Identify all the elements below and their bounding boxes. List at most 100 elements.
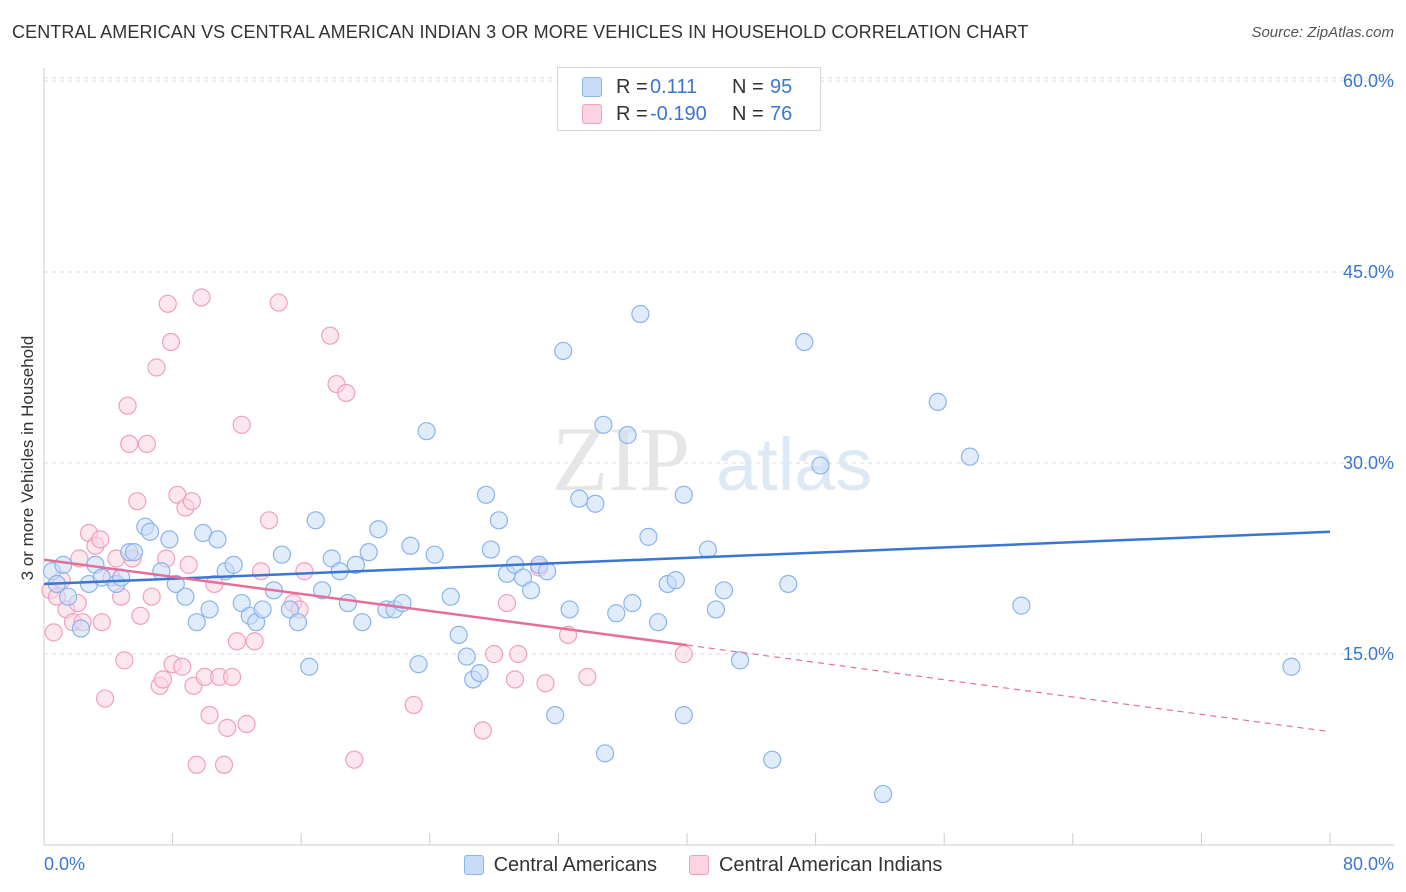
- point-central-american: [124, 543, 144, 562]
- point-central-american: [795, 332, 814, 352]
- watermark: ZIP atlas: [552, 408, 872, 510]
- point-central-american: [586, 494, 605, 513]
- trend-lines: [43, 530, 1331, 733]
- legend-label: Central American Indians: [718, 853, 943, 876]
- point-central-american: [960, 447, 980, 466]
- point-central-american-indian: [536, 674, 555, 693]
- point-central-american: [59, 587, 78, 606]
- legend-row-central-american-indians: R = -0.190 N = 76: [582, 101, 792, 127]
- point-central-american: [706, 600, 726, 619]
- point-central-american: [594, 415, 613, 434]
- point-central-american-indian: [485, 644, 504, 664]
- point-central-american-indian: [222, 667, 242, 687]
- legend-item-central-americans[interactable]: Central Americans: [463, 854, 657, 877]
- point-central-american: [811, 456, 830, 475]
- point-central-american: [470, 663, 489, 683]
- point-central-american: [208, 530, 227, 549]
- point-central-american: [272, 545, 292, 564]
- point-central-american: [338, 593, 357, 613]
- point-central-american-indian: [269, 293, 288, 312]
- trend-line-central-american-indians: [43, 558, 688, 647]
- point-central-american: [476, 485, 496, 504]
- point-central-american-indian: [321, 326, 340, 345]
- point-central-american-indian: [147, 358, 166, 377]
- point-central-american-indian: [153, 670, 173, 689]
- point-central-american-indian: [44, 623, 63, 642]
- point-central-american: [449, 625, 468, 645]
- correlation-legend: R = 0.111 N = 95 R = -0.190 N = 76: [557, 67, 821, 131]
- legend-row-central-americans: R = 0.111 N = 95: [582, 74, 792, 100]
- series-points: [41, 288, 1301, 804]
- point-central-american: [874, 784, 893, 804]
- point-central-american: [288, 613, 308, 632]
- point-central-american: [763, 750, 782, 769]
- point-central-american: [200, 600, 219, 619]
- point-central-american: [674, 485, 693, 504]
- point-central-american: [187, 613, 206, 632]
- point-central-american: [928, 392, 947, 411]
- point-central-american: [648, 613, 668, 632]
- point-central-american-indian: [232, 415, 251, 434]
- point-central-american: [674, 706, 693, 725]
- legend-swatch-pink: [688, 855, 709, 875]
- point-central-american: [346, 555, 365, 574]
- point-central-american-indian: [245, 632, 264, 651]
- point-central-american: [353, 613, 372, 632]
- point-central-american: [401, 536, 420, 555]
- point-central-american: [369, 520, 388, 539]
- trend-line-central-americans: [43, 530, 1331, 586]
- point-central-american: [160, 530, 179, 549]
- point-central-american: [607, 604, 626, 623]
- point-central-american-indian: [95, 689, 115, 708]
- legend-n-label: N =: [732, 75, 764, 98]
- series-legend: Central Americans Central American India…: [0, 852, 1406, 878]
- point-central-american-indian: [404, 695, 423, 715]
- point-central-american-indian: [179, 555, 198, 574]
- point-central-american: [457, 647, 476, 666]
- point-central-american: [489, 511, 509, 530]
- point-central-american: [618, 425, 637, 445]
- y-tick-label: 30.0%: [1343, 453, 1394, 473]
- point-central-american-indian: [214, 755, 234, 774]
- point-central-american-indian: [509, 644, 528, 664]
- point-central-american-indian: [158, 294, 177, 313]
- point-central-american-indian: [218, 718, 237, 737]
- watermark-atlas: atlas: [716, 423, 872, 506]
- point-central-american: [253, 600, 272, 619]
- grid-lines: [44, 77, 1394, 655]
- x-tick-label-min: 0.0%: [44, 854, 85, 874]
- point-central-american: [312, 581, 332, 600]
- legend-n-value: 76: [770, 102, 793, 125]
- point-central-american: [538, 562, 557, 581]
- series-central-americans: [42, 304, 1301, 804]
- point-central-american: [570, 489, 589, 508]
- point-central-american-indian: [259, 511, 279, 530]
- legend-item-central-american-indians[interactable]: Central American Indians: [688, 853, 943, 877]
- y-tick-label: 60.0%: [1343, 71, 1394, 91]
- legend-swatch-blue: [463, 855, 484, 875]
- point-central-american: [441, 587, 460, 606]
- x-tick-label-max: 80.0%: [1343, 854, 1394, 874]
- point-central-american: [666, 571, 685, 590]
- point-central-american-indian: [137, 434, 156, 453]
- point-central-american-indian: [237, 714, 256, 734]
- series-central-american-indians: [41, 288, 693, 774]
- point-central-american: [1282, 657, 1301, 676]
- y-axis-label: 3 or more Vehicles in Household: [18, 336, 37, 581]
- point-central-american: [560, 600, 579, 619]
- point-central-american-indian: [295, 562, 314, 581]
- legend-n-label: N =: [732, 102, 764, 125]
- legend-r-value: -0.190: [650, 102, 707, 125]
- point-central-american: [425, 545, 444, 564]
- point-central-american-indian: [142, 587, 161, 606]
- axes: [43, 68, 1394, 846]
- point-central-american-indian: [128, 492, 147, 511]
- point-central-american: [521, 581, 541, 600]
- point-central-american-indian: [91, 530, 110, 549]
- legend-r-label: R =: [616, 75, 648, 98]
- point-central-american-indian: [161, 332, 181, 352]
- point-central-american: [779, 574, 798, 594]
- point-central-american-indian: [227, 632, 246, 651]
- point-central-american-indian: [473, 721, 492, 740]
- y-tick-label: 15.0%: [1343, 644, 1394, 664]
